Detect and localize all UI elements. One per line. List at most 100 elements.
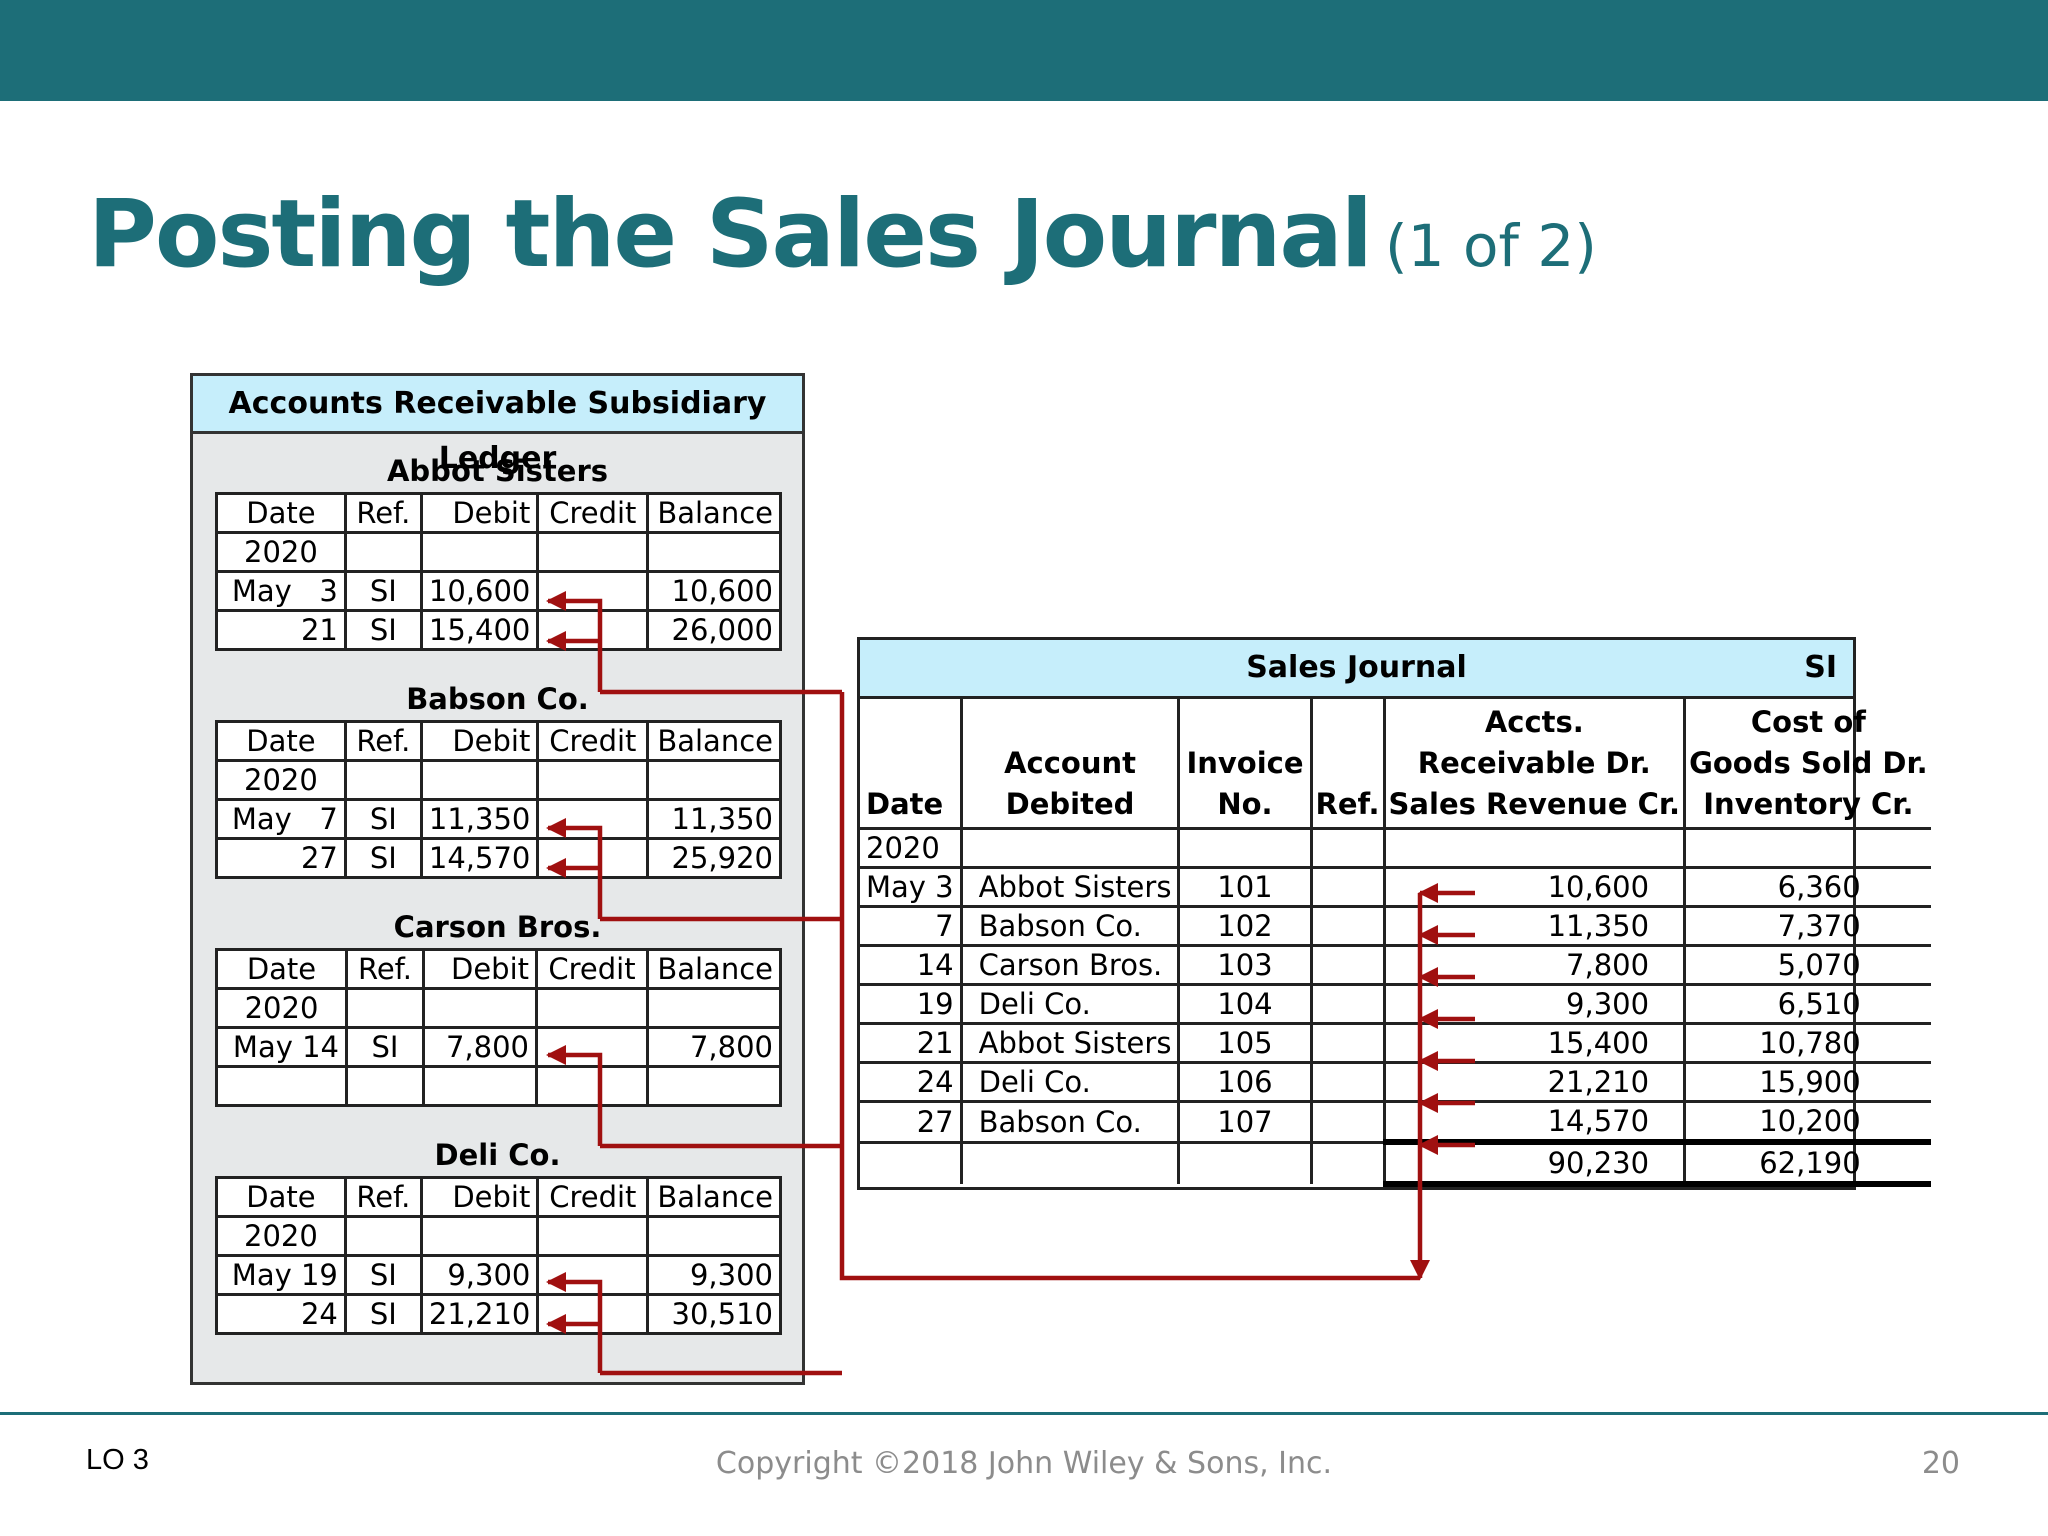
date-cell: May 7 [215, 798, 347, 840]
credit-cell [536, 609, 650, 651]
cogs-cell: 15,900 [1683, 1061, 1931, 1103]
col-invoice-no: Invoice No. [1177, 699, 1313, 830]
invoice-cell: 102 [1177, 905, 1313, 947]
col-date: Date [215, 720, 347, 762]
col-balance: Balance [646, 720, 782, 762]
col-ref: Ref. [343, 1176, 423, 1218]
footer-divider [0, 1412, 2048, 1415]
date-cell: 24 [860, 1061, 963, 1103]
col-ref: Ref. [343, 720, 423, 762]
table-row: 21 Abbot Sisters 105 15,400 10,780 [860, 1022, 1931, 1064]
date-cell: 27 [860, 1100, 963, 1144]
header-line: Account [1004, 746, 1136, 780]
slide-title-suffix: (1 of 2) [1385, 212, 1597, 280]
date-cell: May 3 [215, 570, 347, 612]
debit-cell: 10,600 [419, 570, 540, 612]
account-name-deli: Deli Co. [434, 1138, 561, 1172]
balance-cell: 7,800 [646, 1026, 782, 1068]
header-line: Goods Sold Dr. [1689, 746, 1928, 780]
sales-journal: Sales Journal SI Date Account Debited In… [857, 637, 1931, 1190]
balance-cell: 30,510 [646, 1293, 782, 1335]
ar-cell: 15,400 [1382, 1022, 1687, 1064]
journal-code: SI [1804, 650, 1837, 685]
ar-cell: 11,350 [1382, 905, 1687, 947]
credit-cell [536, 1254, 650, 1296]
slide-title-main: Posting the Sales Journal [88, 180, 1373, 289]
learning-objective: LO 3 [86, 1444, 149, 1476]
table-row: 27 SI 14,570 25,920 [215, 837, 782, 879]
table-row: 27 Babson Co. 107 14,570 10,200 [860, 1100, 1931, 1144]
col-debit: Debit [419, 1176, 540, 1218]
ledger-table-deli: Date Ref. Debit Credit Balance 2020 May … [215, 1176, 782, 1335]
ref-cell [1309, 1061, 1386, 1103]
ref-cell [1309, 1022, 1386, 1064]
account-cell: Abbot Sisters [959, 866, 1181, 908]
col-date: Date [215, 1176, 347, 1218]
table-row: 2020 [860, 827, 1931, 869]
account-cell: Babson Co. [959, 905, 1181, 947]
balance-cell: 25,920 [646, 837, 782, 879]
date-cell: May 19 [215, 1254, 347, 1296]
table-row: 2020 [215, 531, 782, 573]
table-row: May 3 Abbot Sisters 101 10,600 6,360 [860, 866, 1931, 908]
col-balance: Balance [646, 492, 782, 534]
account-cell: Babson Co. [959, 1100, 1181, 1144]
date-cell: 21 [215, 609, 347, 651]
ledger-table-babson: Date Ref. Debit Credit Balance 2020 May … [215, 720, 782, 879]
header-line: No. [1217, 787, 1273, 821]
col-accts-receivable: Accts. Receivable Dr. Sales Revenue Cr. [1382, 699, 1687, 830]
col-credit: Credit [536, 492, 650, 534]
ref-cell: SI [343, 1293, 423, 1335]
col-cost-of-goods-sold: Cost of Goods Sold Dr. Inventory Cr. [1683, 699, 1931, 830]
ar-subsidiary-ledger: Accounts Receivable Subsidiary Ledger Ab… [190, 373, 805, 1385]
invoice-cell: 105 [1177, 1022, 1313, 1064]
account-name-babson: Babson Co. [406, 682, 589, 716]
table-row [215, 1065, 782, 1107]
cogs-cell: 7,370 [1683, 905, 1931, 947]
ref-cell [1309, 905, 1386, 947]
year-cell: 2020 [215, 759, 347, 801]
table-row: 2020 [215, 987, 782, 1029]
account-cell: Abbot Sisters [959, 1022, 1181, 1064]
date-cell [215, 1065, 348, 1107]
ref-cell [1309, 983, 1386, 1025]
col-credit: Credit [536, 1176, 650, 1218]
ref-cell [1309, 866, 1386, 908]
ref-cell: SI [343, 798, 423, 840]
debit-cell: 21,210 [419, 1293, 540, 1335]
credit-cell [536, 1293, 650, 1335]
col-debit: Debit [422, 948, 538, 990]
journal-header: Sales Journal SI [860, 640, 1853, 699]
journal-table: Date Account Debited Invoice No. Ref. Ac… [860, 699, 1931, 1187]
col-account-debited: Account Debited [959, 699, 1181, 830]
col-debit: Debit [419, 492, 540, 534]
balance-cell: 26,000 [646, 609, 782, 651]
debit-cell: 11,350 [419, 798, 540, 840]
date-cell: 7 [860, 905, 963, 947]
cogs-cell: 5,070 [1683, 944, 1931, 986]
table-row: 24 Deli Co. 106 21,210 15,900 [860, 1061, 1931, 1103]
table-header-row: Date Account Debited Invoice No. Ref. Ac… [860, 699, 1931, 830]
ref-cell: SI [345, 1026, 425, 1068]
ref-cell: SI [343, 1254, 423, 1296]
invoice-cell: 107 [1177, 1100, 1313, 1144]
copyright: Copyright ©2018 John Wiley & Sons, Inc. [715, 1446, 1333, 1481]
date-cell: 24 [215, 1293, 347, 1335]
invoice-cell: 101 [1177, 866, 1313, 908]
header-line: Sales Revenue Cr. [1388, 787, 1681, 821]
debit-cell: 14,570 [419, 837, 540, 879]
page-number: 20 [1921, 1446, 1960, 1481]
ref-cell: SI [343, 837, 423, 879]
balance-cell: 9,300 [646, 1254, 782, 1296]
ar-cell: 21,210 [1382, 1061, 1687, 1103]
table-row: 24 SI 21,210 30,510 [215, 1293, 782, 1335]
col-debit: Debit [419, 720, 540, 762]
header-line: Accts. [1484, 705, 1584, 739]
col-balance: Balance [646, 948, 782, 990]
ar-cell: 7,800 [1382, 944, 1687, 986]
debit-cell: 7,800 [422, 1026, 538, 1068]
table-row: May 3 SI 10,600 10,600 [215, 570, 782, 612]
table-row: May 19 SI 9,300 9,300 [215, 1254, 782, 1296]
ledger-table-abbot: Date Ref. Debit Credit Balance 2020 May … [215, 492, 782, 651]
table-row: 21 SI 15,400 26,000 [215, 609, 782, 651]
